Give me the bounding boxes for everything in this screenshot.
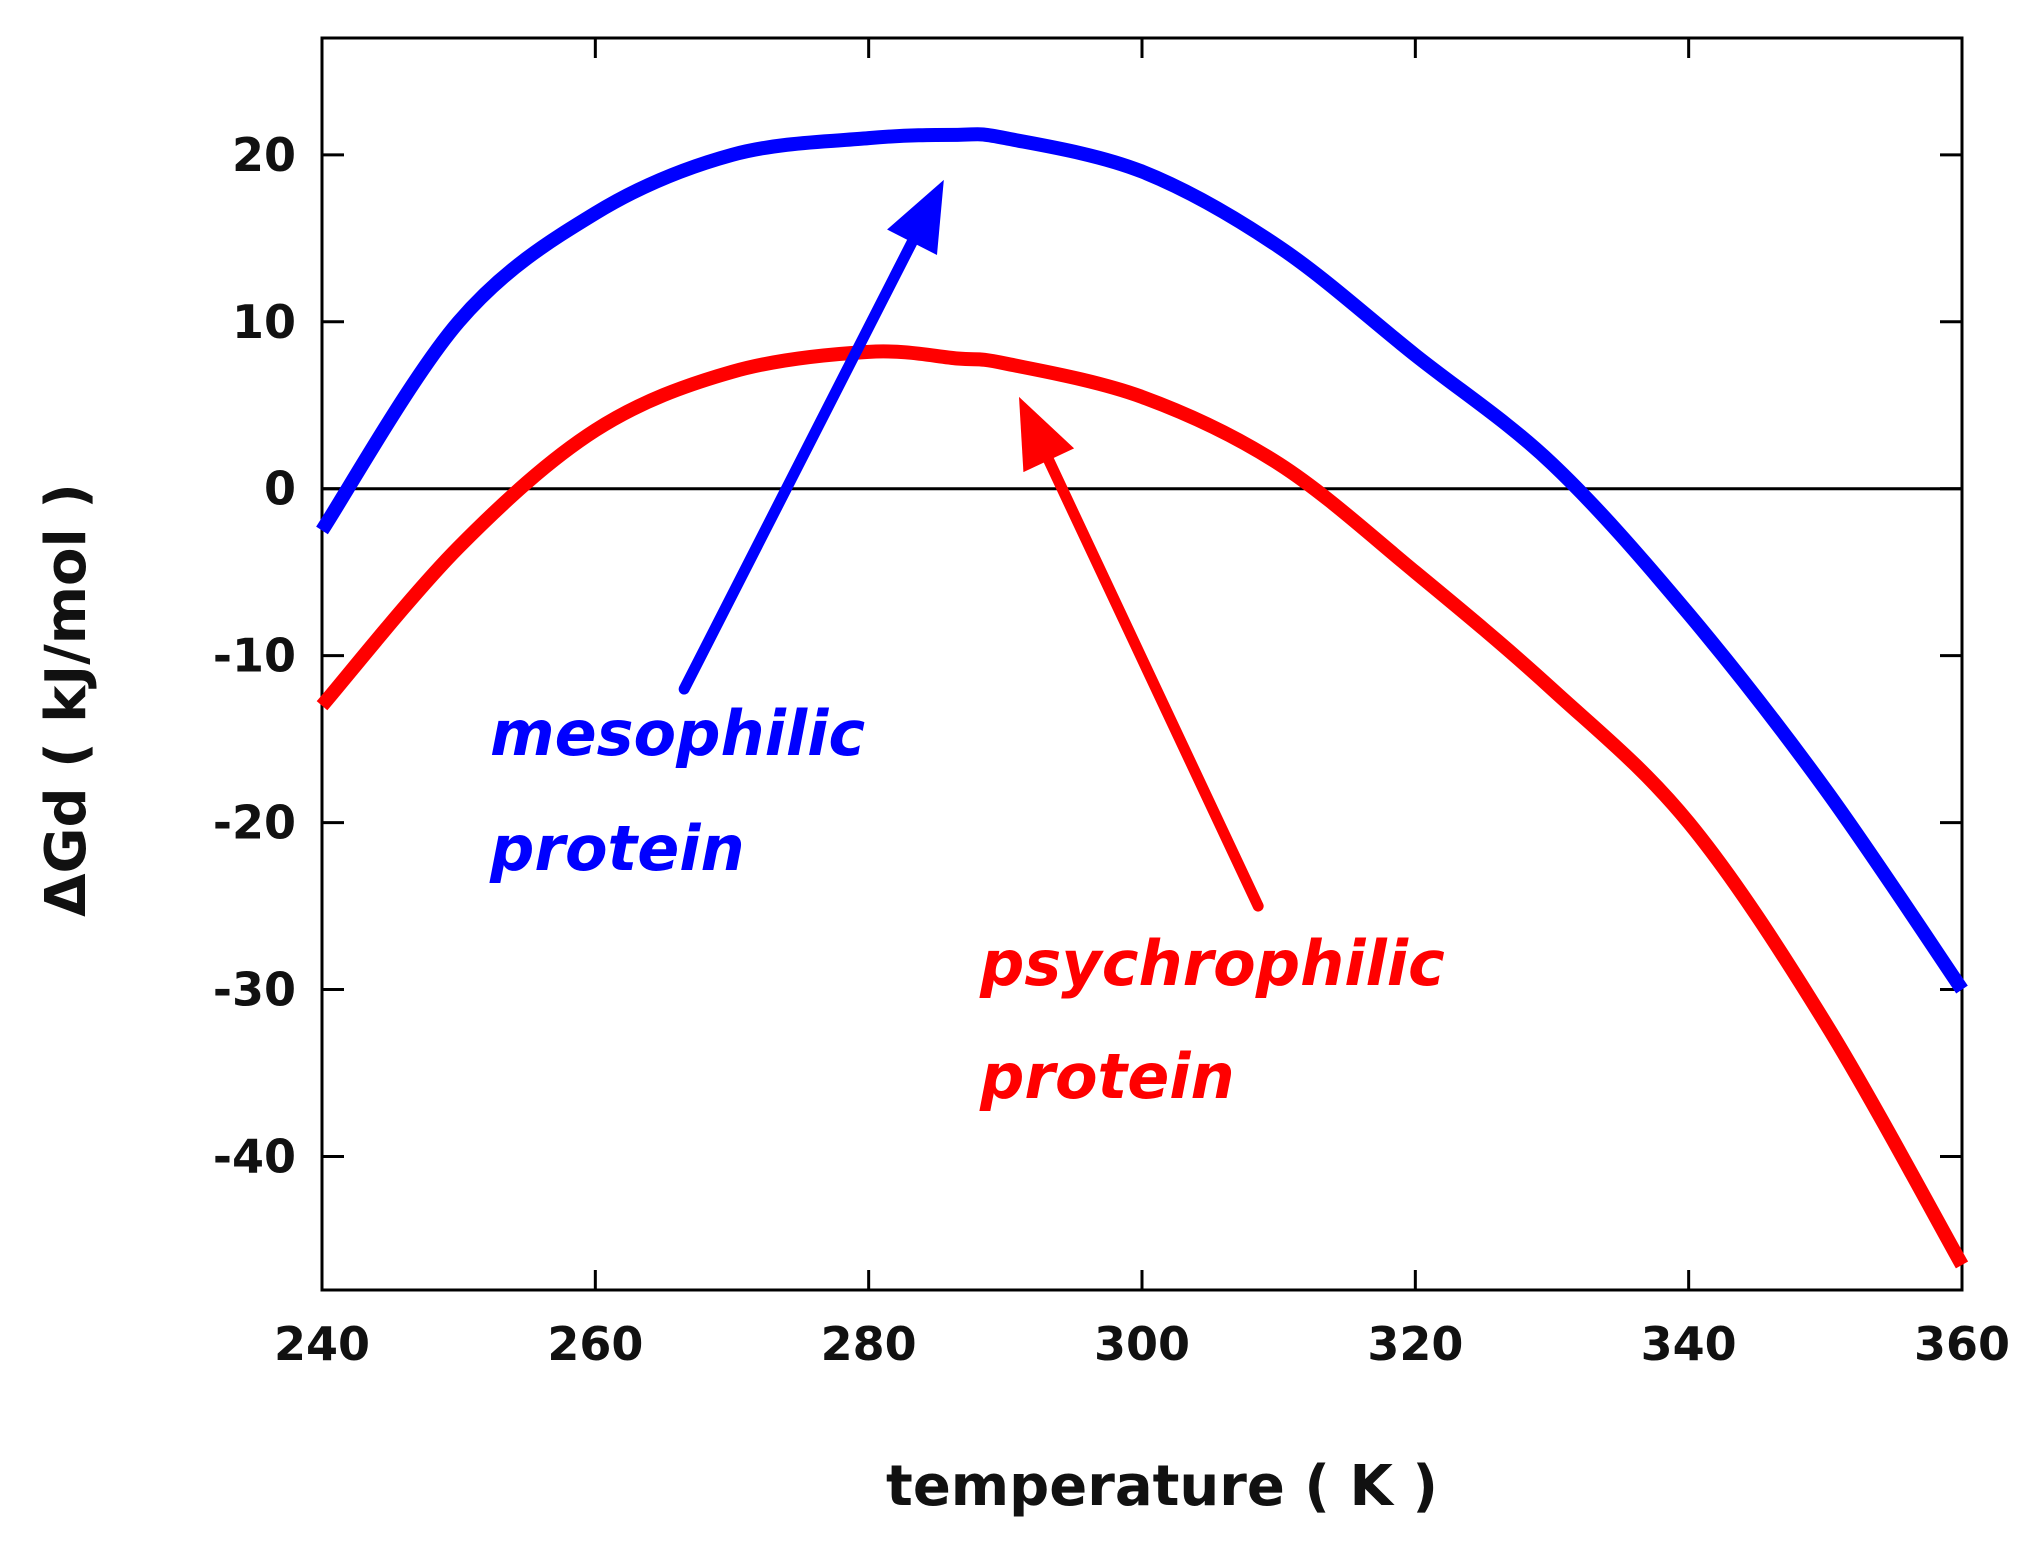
x-tick-label: 360 <box>1914 1317 2010 1371</box>
meso-arrow-head <box>887 179 944 255</box>
psychro-arrow-head <box>1019 396 1075 473</box>
y-tick-label: -20 <box>213 796 296 850</box>
meso-label-line: protein <box>489 812 745 885</box>
meso-label-line: mesophilic <box>490 697 865 770</box>
x-tick-label: 240 <box>274 1317 370 1371</box>
x-tick-label: 260 <box>547 1317 643 1371</box>
y-tick-label: -10 <box>213 629 296 683</box>
x-tick-label: 320 <box>1367 1317 1463 1371</box>
y-tick-label: -30 <box>213 963 296 1017</box>
meso-arrow-shaft <box>678 236 918 695</box>
y-tick-label: 20 <box>232 128 296 182</box>
mesophilic-curve <box>316 127 1968 994</box>
psychro-label-line: protein <box>979 1040 1235 1113</box>
y-tick-label: 0 <box>264 462 296 516</box>
x-tick-label: 300 <box>1094 1317 1190 1371</box>
y-axis-title: ΔGd ( kJ/mol ) <box>34 483 99 917</box>
x-tick-label: 280 <box>821 1317 917 1371</box>
psychro-label-line: psychrophilic <box>979 927 1445 1000</box>
psychro-arrow-shaft <box>1043 454 1264 912</box>
psychrophilic-curve <box>316 344 1969 1269</box>
y-tick-label: -40 <box>213 1129 296 1183</box>
y-tick-label: 10 <box>232 295 296 349</box>
x-axis-title: temperature ( K ) <box>886 1454 1438 1519</box>
x-tick-label: 340 <box>1641 1317 1737 1371</box>
